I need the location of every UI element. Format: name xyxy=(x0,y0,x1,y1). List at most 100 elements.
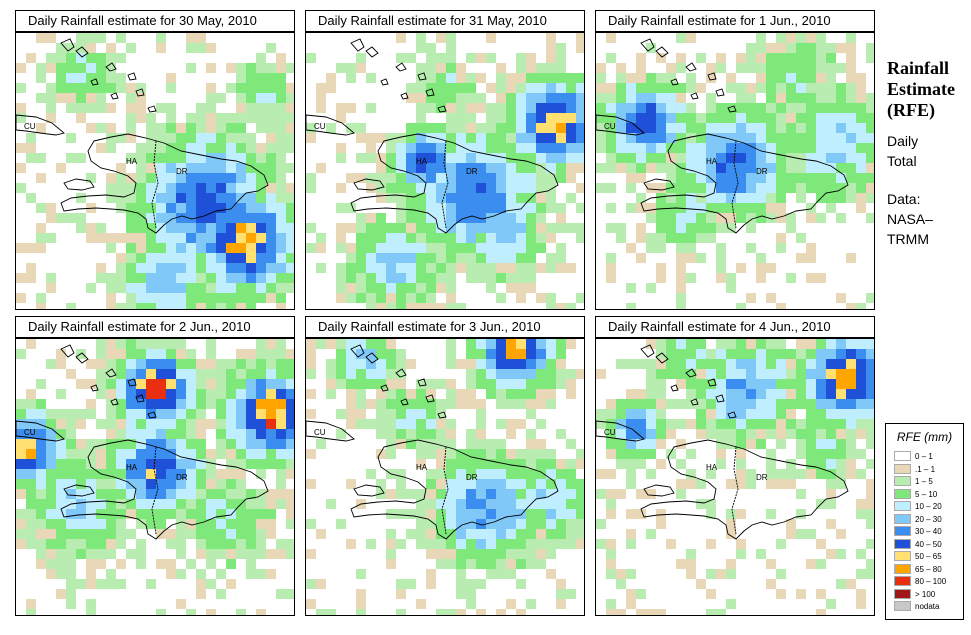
rainfall-cell xyxy=(166,449,176,459)
rainfall-cell xyxy=(636,73,646,83)
rainfall-cell xyxy=(736,409,746,419)
rainfall-cell xyxy=(166,193,176,203)
rainfall-cell xyxy=(836,193,846,203)
rainfall-cell xyxy=(676,369,686,379)
rainfall-cell xyxy=(26,53,36,63)
rainfall-cell xyxy=(116,233,126,243)
rainfall-cell xyxy=(176,459,186,469)
rainfall-cell xyxy=(126,359,136,369)
rainfall-cell xyxy=(236,63,246,73)
rainfall-cell xyxy=(156,123,166,133)
rainfall-cell xyxy=(126,303,136,309)
rainfall-cell xyxy=(676,193,686,203)
rainfall-cell xyxy=(86,439,96,449)
rainfall-cell xyxy=(266,489,276,499)
coastline-path xyxy=(643,484,675,497)
rainfall-cell xyxy=(86,103,96,113)
rainfall-cell xyxy=(256,53,266,63)
rainfall-cell xyxy=(826,349,836,359)
rainfall-cell xyxy=(806,459,816,469)
rainfall-cell xyxy=(406,429,416,439)
rainfall-cell xyxy=(266,163,276,173)
rainfall-cell xyxy=(846,153,856,163)
rainfall-cell xyxy=(436,193,446,203)
rainfall-cell xyxy=(386,233,396,243)
rainfall-cell xyxy=(166,469,176,479)
rainfall-cell xyxy=(196,539,206,549)
rainfall-cell xyxy=(636,419,646,429)
rainfall-cell xyxy=(386,143,396,153)
rainfall-cell xyxy=(216,569,226,579)
rainfall-cell xyxy=(606,409,616,419)
rainfall-cell xyxy=(846,173,856,183)
rainfall-cell xyxy=(326,359,336,369)
rainfall-cell xyxy=(526,173,536,183)
rainfall-cell xyxy=(186,529,196,539)
rainfall-cell xyxy=(576,489,584,499)
rainfall-cell xyxy=(316,263,326,273)
rainfall-cell xyxy=(496,263,506,273)
rainfall-cell xyxy=(546,379,556,389)
rainfall-cell xyxy=(236,449,246,459)
rainfall-cell xyxy=(626,163,636,173)
rainfall-cell xyxy=(516,203,526,213)
rainfall-cell xyxy=(516,153,526,163)
rainfall-cell xyxy=(116,559,126,569)
rainfall-cell xyxy=(156,133,166,143)
rainfall-cell xyxy=(836,379,846,389)
rainfall-cell xyxy=(796,173,806,183)
rainfall-cell xyxy=(796,103,806,113)
rainfall-cell xyxy=(506,203,516,213)
rainfall-cell xyxy=(26,193,36,203)
rainfall-cell xyxy=(386,409,396,419)
rainfall-cell xyxy=(456,233,466,243)
rainfall-cell xyxy=(276,549,286,559)
rainfall-cell xyxy=(86,599,96,609)
rainfall-cell xyxy=(576,183,584,193)
rainfall-cell xyxy=(276,469,286,479)
rainfall-cell xyxy=(836,293,846,303)
rainfall-cell xyxy=(646,163,656,173)
rainfall-cell xyxy=(786,153,796,163)
rainfall-cell xyxy=(146,273,156,283)
rainfall-cell xyxy=(336,349,346,359)
coastline-path xyxy=(640,344,655,358)
rainfall-cell xyxy=(546,469,556,479)
rainfall-cell xyxy=(36,489,46,499)
rainfall-cell xyxy=(256,429,266,439)
rainfall-cell xyxy=(656,183,666,193)
rainfall-cell xyxy=(536,223,546,233)
rainfall-cell xyxy=(26,479,36,489)
panel-title-30-may: Daily Rainfall estimate for 30 May, 2010 xyxy=(15,10,295,32)
rainfall-cell xyxy=(546,223,556,233)
rainfall-cell xyxy=(216,529,226,539)
rainfall-cell xyxy=(206,153,216,163)
rainfall-cell xyxy=(536,73,546,83)
rainfall-cell xyxy=(246,73,256,83)
rainfall-cell xyxy=(56,389,66,399)
rainfall-cell xyxy=(556,509,566,519)
rainfall-cell xyxy=(126,459,136,469)
rainfall-cell xyxy=(46,479,56,489)
rainfall-cell xyxy=(396,293,406,303)
legend-label: > 100 xyxy=(915,589,936,599)
rainfall-cell xyxy=(396,223,406,233)
rainfall-cell xyxy=(776,163,786,173)
rainfall-cell xyxy=(256,203,266,213)
rainfall-cell xyxy=(836,449,846,459)
rainfall-cell xyxy=(606,449,616,459)
rainfall-cell xyxy=(356,173,366,183)
rainfall-cell xyxy=(146,193,156,203)
rainfall-cell xyxy=(536,113,546,123)
rainfall-cell xyxy=(866,499,874,509)
rainfall-cell xyxy=(566,143,576,153)
rainfall-cell xyxy=(746,113,756,123)
rainfall-cell xyxy=(856,359,866,369)
rainfall-cell xyxy=(366,133,376,143)
rainfall-cell xyxy=(226,233,236,243)
rainfall-cell xyxy=(446,303,456,309)
rainfall-cell xyxy=(196,499,206,509)
rainfall-cell xyxy=(856,203,866,213)
rainfall-cell xyxy=(606,143,616,153)
